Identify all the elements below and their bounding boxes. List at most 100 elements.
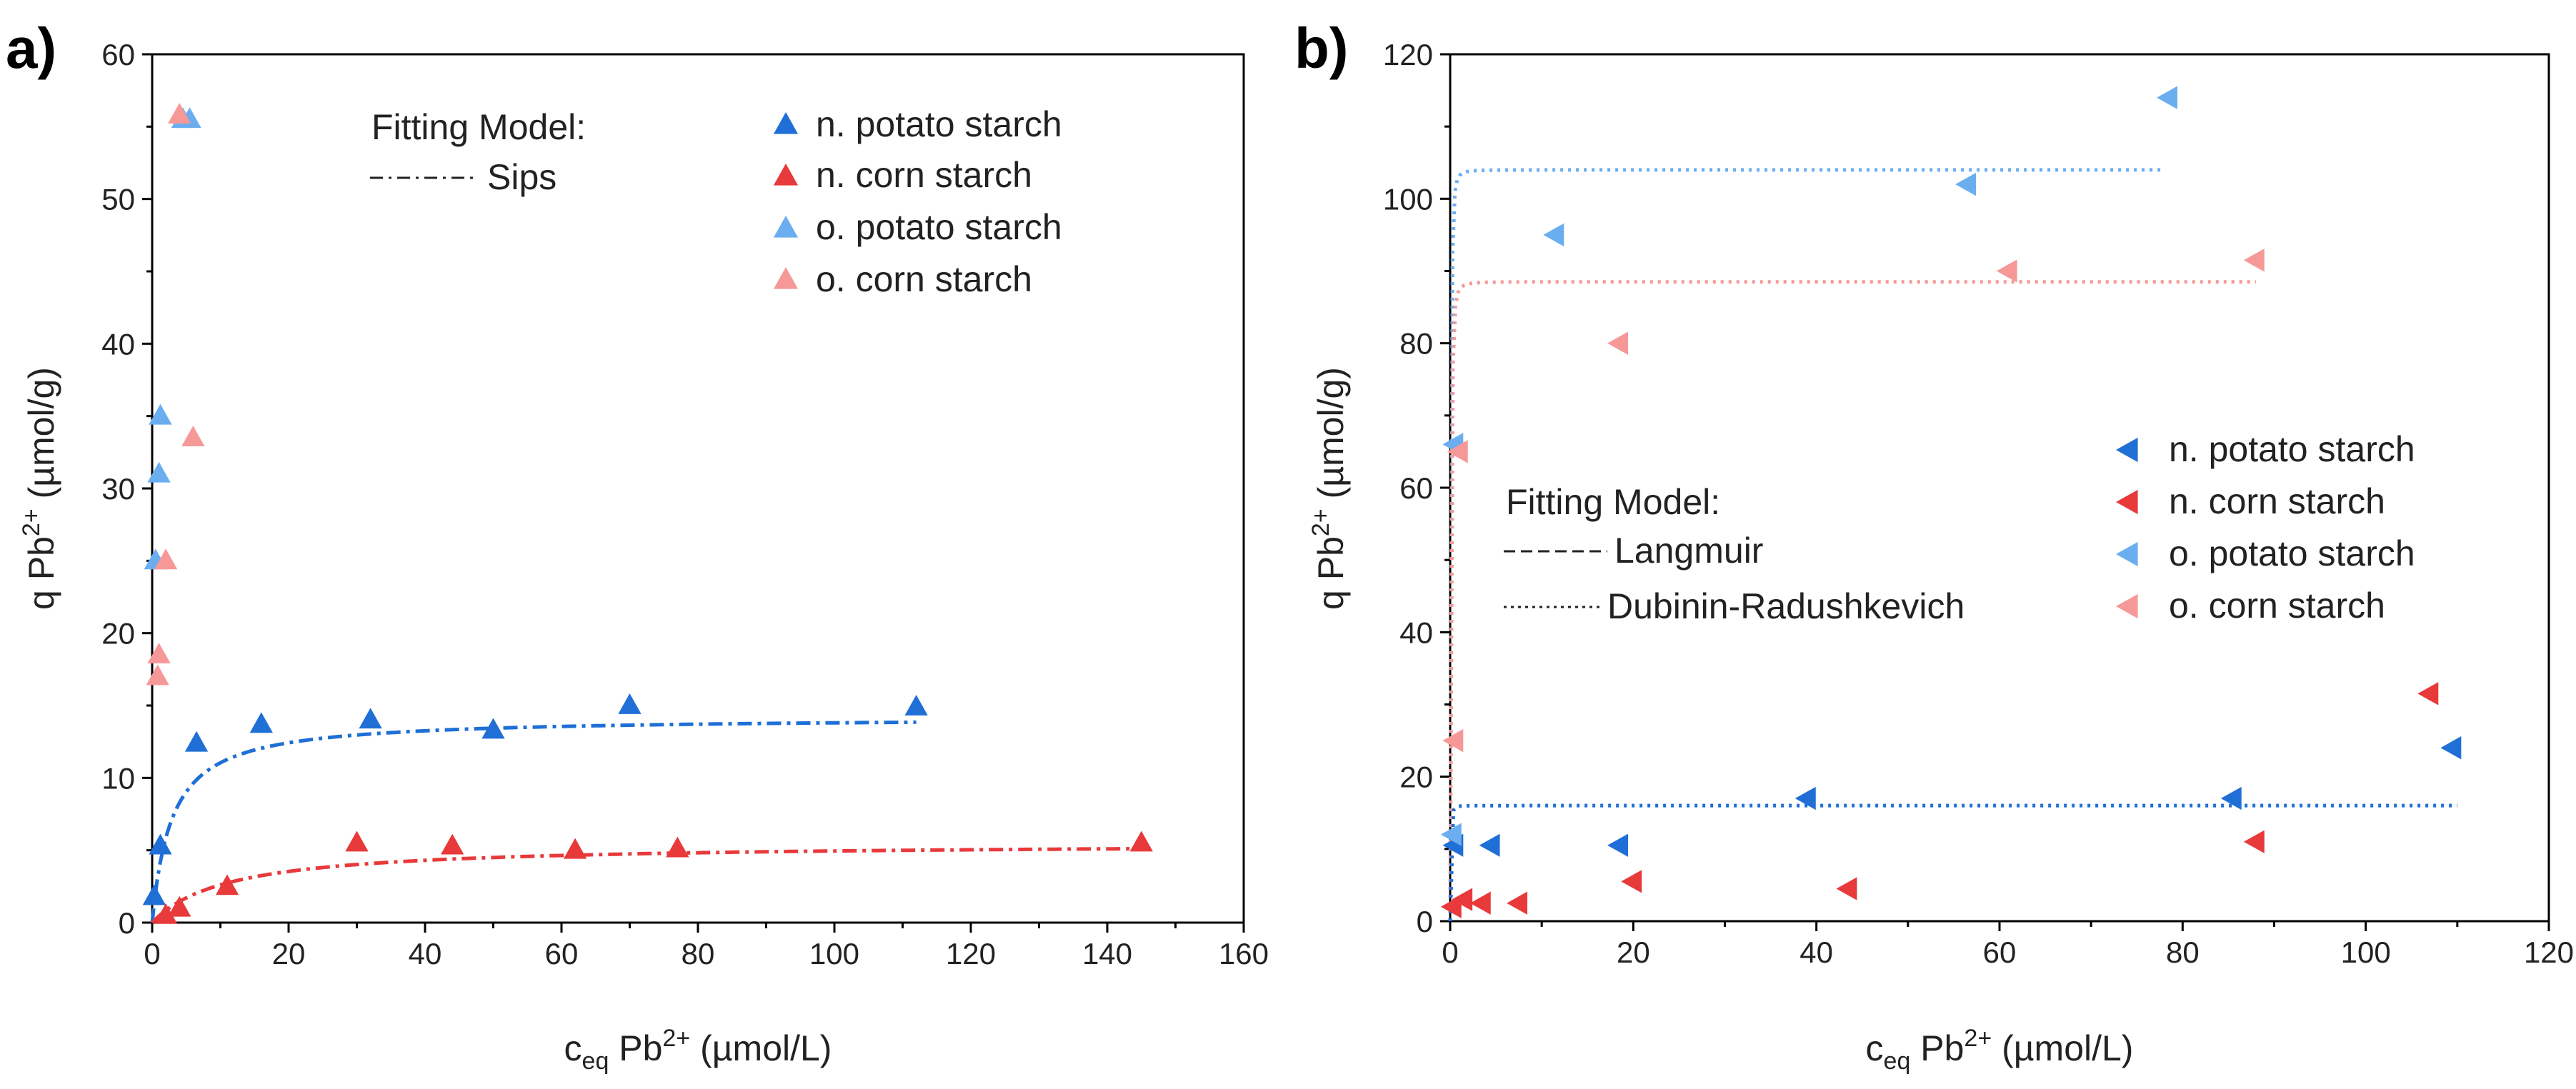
data-point-n-corn-starch xyxy=(345,830,369,852)
data-point-n-potato-starch xyxy=(904,695,928,716)
legend-marker-o-corn-starch xyxy=(773,267,799,289)
fit-curve-n-corn-starch-sips xyxy=(151,847,1142,924)
data-point-o-corn-starch xyxy=(181,426,205,446)
data-point-n-potato-starch xyxy=(1479,833,1500,857)
x-tick-label: 120 xyxy=(2524,935,2574,969)
data-point-o-potato-starch xyxy=(149,403,172,425)
fit-curve-n-potato-starch-dubinin-radushkevich xyxy=(1448,803,2457,922)
panel-a-fit-curves xyxy=(150,720,1142,924)
panel-b-x-axis-title: ceq Pb2+ (µmol/L) xyxy=(1866,1025,2134,1075)
legend-item-o-corn-starch: o. corn starch xyxy=(773,259,1032,299)
legend-label-n-corn-starch: n. corn starch xyxy=(816,155,1032,195)
panel-a-series-legend: n. potato starch n. corn starch o. potat… xyxy=(773,104,1062,299)
x-tick-label: 20 xyxy=(1617,935,1650,969)
data-point-n-potato-starch xyxy=(184,731,209,752)
data-point-n-corn-starch xyxy=(215,874,239,895)
x-tick-label: 100 xyxy=(2341,935,2391,969)
y-tick-label: 40 xyxy=(101,327,135,361)
x-tick-label: 60 xyxy=(1983,935,2017,969)
y-tick-label: 120 xyxy=(1383,38,1433,71)
data-point-o-corn-starch xyxy=(146,664,169,686)
y-tick-label: 50 xyxy=(101,183,135,216)
data-point-n-corn-starch xyxy=(1469,891,1491,915)
panel-b-dr-legend-label: Dubinin-Radushkevich xyxy=(1607,586,1965,626)
legend-marker-n-potato-starch xyxy=(773,112,799,134)
data-point-o-corn-starch xyxy=(168,103,191,124)
x-tick-label: 20 xyxy=(272,937,306,970)
data-point-o-corn-starch xyxy=(1996,259,2017,283)
data-point-n-potato-starch xyxy=(481,718,505,739)
panel-a-label: a) xyxy=(6,16,56,80)
data-point-n-potato-starch xyxy=(359,708,382,729)
legend-label-n-potato-starch: n. potato starch xyxy=(2169,429,2415,469)
x-tick-label: 120 xyxy=(946,937,996,970)
panel-b-fitting-model-title: Fitting Model: xyxy=(1506,482,1720,522)
legend-item-n-corn-starch: n. corn starch xyxy=(773,155,1032,195)
panel-a-ticks: 0 20 40 60 80 100 120 140 160 0 10 20 30 40 50 60 xyxy=(101,38,1269,970)
legend-label-n-potato-starch: n. potato starch xyxy=(816,104,1062,144)
y-tick-label: 80 xyxy=(1399,327,1433,361)
data-point-o-potato-starch xyxy=(2157,86,2178,109)
data-point-n-potato-starch xyxy=(249,712,273,733)
legend-label-o-corn-starch: o. corn starch xyxy=(816,259,1032,299)
data-point-o-corn-starch xyxy=(2243,249,2265,272)
data-point-n-potato-starch xyxy=(1794,786,1816,811)
data-point-n-corn-starch xyxy=(666,836,689,858)
data-point-o-corn-starch xyxy=(1447,440,1468,463)
legend-item-o-potato-starch: o. potato starch xyxy=(773,207,1062,247)
legend-marker-o-corn-starch xyxy=(2116,593,2138,619)
y-tick-label: 0 xyxy=(1417,905,1433,938)
fit-curve-o-potato-starch-dubinin-radushkevich xyxy=(1448,168,2165,922)
panel-a: a) 0 20 40 60 80 100 120 140 160 0 10 20 30 40 50 60 Fi… xyxy=(6,16,1269,1075)
panel-b-data-points xyxy=(1440,86,2462,918)
panel-a-fitting-model-title: Fitting Model: xyxy=(371,107,586,147)
fit-curve-o-corn-starch-dubinin-radushkevich xyxy=(1448,280,2256,922)
x-tick-label: 140 xyxy=(1082,937,1132,970)
data-point-n-corn-starch xyxy=(563,838,587,859)
panel-b-ticks: 0 20 40 60 80 100 120 0 20 40 60 80 100 120 xyxy=(1383,38,2574,969)
data-point-o-corn-starch xyxy=(1607,331,1629,355)
y-tick-label: 30 xyxy=(101,472,135,506)
panel-b-langmuir-legend-label: Langmuir xyxy=(1614,531,1763,571)
y-tick-label: 40 xyxy=(1399,616,1433,649)
data-point-n-corn-starch xyxy=(1452,888,1473,911)
data-point-o-corn-starch xyxy=(1442,728,1464,753)
y-tick-label: 60 xyxy=(101,38,135,71)
legend-item-n-corn-starch: n. corn starch xyxy=(2116,481,2385,521)
legend-marker-n-corn-starch xyxy=(2116,489,2138,515)
data-point-o-corn-starch xyxy=(147,643,171,663)
legend-item-n-potato-starch: n. potato starch xyxy=(773,104,1062,144)
panel-b-fit-curves xyxy=(1448,168,2457,922)
x-tick-label: 80 xyxy=(2166,935,2200,969)
x-tick-label: 80 xyxy=(682,937,715,970)
fit-curve-n-potato-starch-sips xyxy=(150,720,917,923)
y-tick-label: 60 xyxy=(1399,471,1433,505)
data-point-n-potato-starch xyxy=(2220,786,2242,811)
legend-marker-o-potato-starch xyxy=(2116,541,2138,567)
legend-marker-o-potato-starch xyxy=(773,216,799,238)
x-tick-label: 100 xyxy=(809,937,859,970)
panel-b-y-axis-title: q Pb2+ (µmol/g) xyxy=(1307,367,1351,610)
y-tick-label: 10 xyxy=(101,761,135,795)
panel-b: b) 0 20 40 60 80 100 120 0 20 40 60 80 100 120 Fittin… xyxy=(1294,16,2574,1075)
panel-a-plot-frame xyxy=(151,53,1245,924)
data-point-n-corn-starch xyxy=(168,895,191,917)
legend-label-o-potato-starch: o. potato starch xyxy=(816,207,1062,247)
y-tick-label: 20 xyxy=(1399,761,1433,794)
data-point-n-corn-starch xyxy=(2243,830,2265,853)
panel-b-label: b) xyxy=(1294,16,1349,80)
data-point-n-corn-starch xyxy=(154,903,178,924)
data-point-n-corn-starch xyxy=(1836,877,1857,900)
y-tick-label: 0 xyxy=(119,906,135,940)
x-tick-label: 40 xyxy=(1799,935,1833,969)
legend-item-o-potato-starch: o. potato starch xyxy=(2116,533,2415,573)
data-point-n-corn-starch xyxy=(1621,870,1642,893)
legend-marker-n-potato-starch xyxy=(2116,437,2138,463)
legend-label-o-potato-starch: o. potato starch xyxy=(2169,533,2415,573)
panel-b-series-legend: n. potato starch n. corn starch o. potat… xyxy=(2116,429,2415,626)
panel-a-y-axis-title: q Pb2+ (µmol/g) xyxy=(18,367,61,610)
legend-label-n-corn-starch: n. corn starch xyxy=(2169,481,2385,521)
x-tick-label: 60 xyxy=(545,937,579,970)
x-tick-label: 0 xyxy=(1442,935,1458,969)
data-point-o-potato-starch xyxy=(1440,823,1462,846)
